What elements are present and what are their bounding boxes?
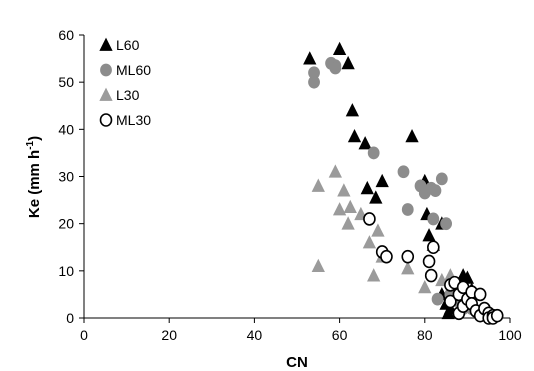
y-tick-label: 50 — [58, 74, 74, 90]
legend-marker-l30 — [99, 87, 113, 101]
data-point-l30 — [341, 216, 355, 230]
legend-marker-ml60 — [100, 63, 112, 77]
data-point-l60 — [422, 228, 436, 242]
x-tick-label: 100 — [498, 327, 522, 343]
data-point-ml30 — [401, 249, 415, 264]
data-point-l30 — [343, 199, 357, 214]
legend-label-ml30: ML30 — [116, 112, 151, 128]
data-point-ml60 — [435, 172, 448, 186]
data-point-ml60 — [431, 292, 444, 306]
data-point-l60 — [375, 173, 389, 188]
data-point-l30 — [337, 183, 351, 197]
x-tick-label: 20 — [161, 327, 177, 343]
data-point-ml30 — [363, 212, 376, 226]
x-tick-label: 40 — [247, 327, 263, 343]
legend-label-ml60: ML60 — [116, 62, 151, 78]
data-point-ml60 — [329, 61, 342, 75]
data-point-l60 — [369, 190, 383, 204]
y-tick-label: 0 — [66, 310, 74, 326]
data-point-ml30 — [427, 240, 440, 255]
data-point-l60 — [358, 136, 372, 150]
data-point-l30 — [328, 164, 342, 178]
y-axis-title-close: ) — [26, 136, 43, 141]
x-tick-label: 80 — [417, 327, 433, 343]
data-point-l60 — [332, 41, 347, 56]
y-axis-title-main: Ke (mm h — [26, 150, 43, 218]
y-tick-label: 20 — [58, 216, 74, 232]
data-point-l30 — [418, 279, 432, 294]
data-point-ml60 — [429, 184, 442, 198]
data-point-ml60 — [427, 212, 440, 226]
legend: L60 ML60 L30 ML30 — [99, 37, 151, 128]
data-point-l30 — [367, 268, 381, 282]
data-point-l30 — [401, 261, 415, 275]
y-tick-label: 30 — [58, 169, 74, 185]
data-point-l60 — [360, 180, 374, 195]
data-point-ml30 — [473, 287, 487, 302]
data-point-l30 — [332, 202, 347, 216]
x-tick-label: 60 — [332, 327, 348, 343]
data-point-l30 — [311, 258, 325, 273]
data-point-l30 — [371, 223, 385, 237]
data-point-l30 — [362, 235, 377, 249]
y-tick-label: 40 — [58, 121, 74, 137]
legend-marker-ml30 — [99, 113, 113, 127]
data-point-ml30 — [444, 294, 457, 309]
data-point-ml60 — [367, 146, 380, 160]
data-point-l60 — [341, 55, 355, 70]
x-axis-title: CN — [286, 354, 308, 371]
data-point-ml60 — [397, 165, 410, 179]
data-point-ml30 — [424, 268, 438, 283]
data-point-ml30 — [422, 254, 436, 269]
data-point-ml30 — [380, 249, 393, 264]
legend-label-l30: L30 — [116, 87, 140, 103]
data-point-ml60 — [308, 75, 320, 89]
data-point-ml30 — [490, 308, 504, 323]
data-point-l60 — [303, 51, 317, 65]
data-point-ml60 — [440, 217, 453, 231]
data-point-ml60 — [401, 203, 414, 216]
x-tick-label: 0 — [80, 327, 88, 343]
data-point-l60 — [345, 103, 360, 117]
data-point-l60 — [347, 129, 362, 143]
y-tick-label: 60 — [58, 27, 74, 43]
series-ml30 — [363, 212, 504, 325]
axis-ticks: 0 20 40 60 80 100 0 10 20 30 40 50 60 — [58, 27, 521, 343]
data-point-l60 — [405, 129, 419, 143]
legend-label-l60: L60 — [116, 37, 140, 53]
y-tick-label: 10 — [58, 263, 74, 279]
data-points — [303, 41, 504, 325]
y-axis-title-superscript: -1 — [25, 140, 36, 149]
legend-marker-l60 — [99, 37, 113, 51]
data-point-l30 — [311, 178, 325, 192]
y-axis-title: Ke (mm h-1) — [25, 136, 43, 218]
